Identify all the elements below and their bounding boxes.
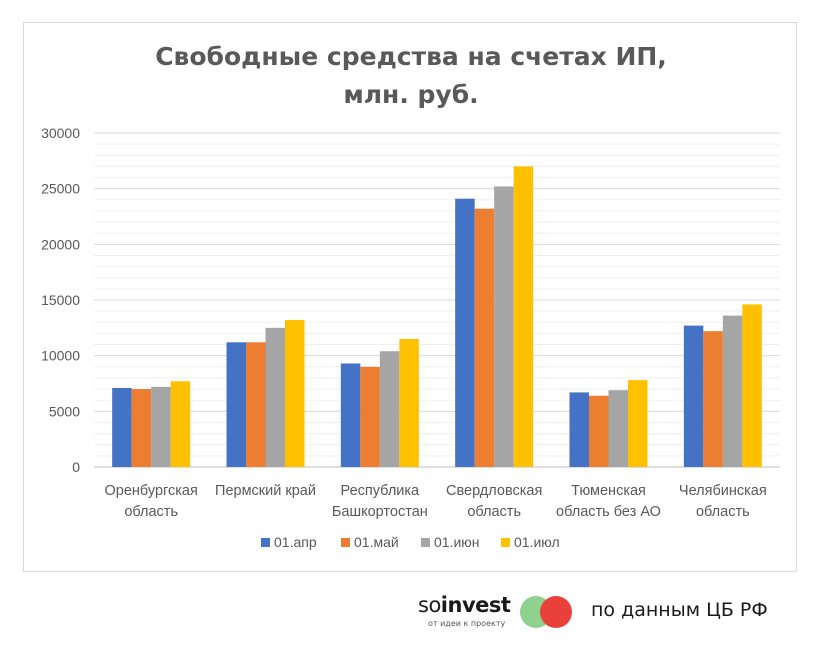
brand-bold: invest xyxy=(440,593,511,617)
y-tick-label: 25000 xyxy=(41,181,80,197)
x-category-label: Тюменская xyxy=(571,483,646,499)
y-tick-label: 10000 xyxy=(41,348,80,364)
bar-01.апр-3 xyxy=(455,198,475,468)
x-category-label: область без АО xyxy=(556,504,661,520)
brand-name: soinvest xyxy=(418,593,511,617)
x-category-label: Башкортостан xyxy=(332,504,428,520)
brand-prefix: so xyxy=(418,593,441,617)
x-category-label: Республика xyxy=(341,483,420,499)
brand-circles-icon xyxy=(520,596,572,628)
y-tick-label: 15000 xyxy=(41,292,80,308)
legend: 01.апр 01.май 01.июн 01.июл xyxy=(261,534,560,550)
legend-swatch xyxy=(501,538,510,547)
chart-frame: Свободные средства на счетах ИП, млн. ру… xyxy=(23,22,797,572)
bar-01.апр-1 xyxy=(226,342,246,467)
legend-swatch xyxy=(421,538,430,547)
bar-01.июл-4 xyxy=(628,380,648,467)
bar-01.май-0 xyxy=(131,389,152,467)
gridlines xyxy=(94,132,780,468)
chart-title: Свободные средства на счетах ИП, млн. ру… xyxy=(155,42,667,109)
source-note: по данным ЦБ РФ xyxy=(591,599,768,621)
red-circle-icon xyxy=(540,596,572,628)
bar-01.июн-2 xyxy=(379,351,400,467)
x-category-label: Оренбургская xyxy=(104,483,197,499)
bar-01.июн-0 xyxy=(151,386,171,467)
legend-label: 01.апр xyxy=(274,534,317,550)
x-category-label: Челябинская xyxy=(679,483,767,499)
y-axis: 0 5000 10000 15000 20000 25000 30000 xyxy=(41,125,80,475)
bar-01.июл-0 xyxy=(170,381,191,467)
chart-title-line-1: Свободные средства на счетах ИП, xyxy=(155,42,667,71)
legend-label: 01.май xyxy=(354,534,399,550)
y-tick-label: 5000 xyxy=(49,403,80,419)
legend-label: 01.июн xyxy=(434,534,480,550)
x-category-label: Свердловская xyxy=(446,483,542,499)
bar-01.май-1 xyxy=(246,342,266,467)
bar-01.июл-2 xyxy=(399,338,419,467)
x-category-label: Пермский край xyxy=(215,483,316,499)
bar-01.апр-0 xyxy=(112,387,132,467)
chart-title-line-2: млн. руб. xyxy=(343,80,478,109)
bar-01.июн-5 xyxy=(722,315,743,467)
bar-01.июл-5 xyxy=(742,304,762,467)
legend-swatch xyxy=(341,538,350,547)
legend-swatch xyxy=(261,538,270,547)
brand-tagline: от идеи к проекту xyxy=(428,619,506,628)
bar-01.июн-4 xyxy=(608,390,628,467)
chart: Свободные средства на счетах ИП, млн. ру… xyxy=(41,42,780,550)
x-category-label: область xyxy=(467,504,521,520)
x-category-label: область xyxy=(696,504,750,520)
brand-logo: soinvest от идеи к проекту xyxy=(418,593,538,633)
bar-01.май-3 xyxy=(474,208,495,467)
x-category-label: область xyxy=(124,504,178,520)
bar-01.июн-1 xyxy=(265,327,285,467)
bar-01.май-5 xyxy=(703,331,723,467)
y-tick-label: 0 xyxy=(72,459,80,475)
bar-01.июл-3 xyxy=(513,166,534,467)
bars xyxy=(112,166,762,468)
bar-01.июл-1 xyxy=(285,320,305,467)
bar-01.апр-5 xyxy=(683,325,704,467)
legend-label: 01.июл xyxy=(514,534,560,550)
bar-01.май-2 xyxy=(360,366,380,467)
y-tick-label: 30000 xyxy=(41,125,80,141)
bar-01.апр-2 xyxy=(340,363,361,467)
bar-01.апр-4 xyxy=(569,392,589,467)
y-tick-label: 20000 xyxy=(41,236,80,252)
bar-01.июн-3 xyxy=(494,186,514,467)
x-axis: Оренбургская область Пермский край Республи… xyxy=(104,483,766,520)
bar-01.май-4 xyxy=(589,395,609,467)
